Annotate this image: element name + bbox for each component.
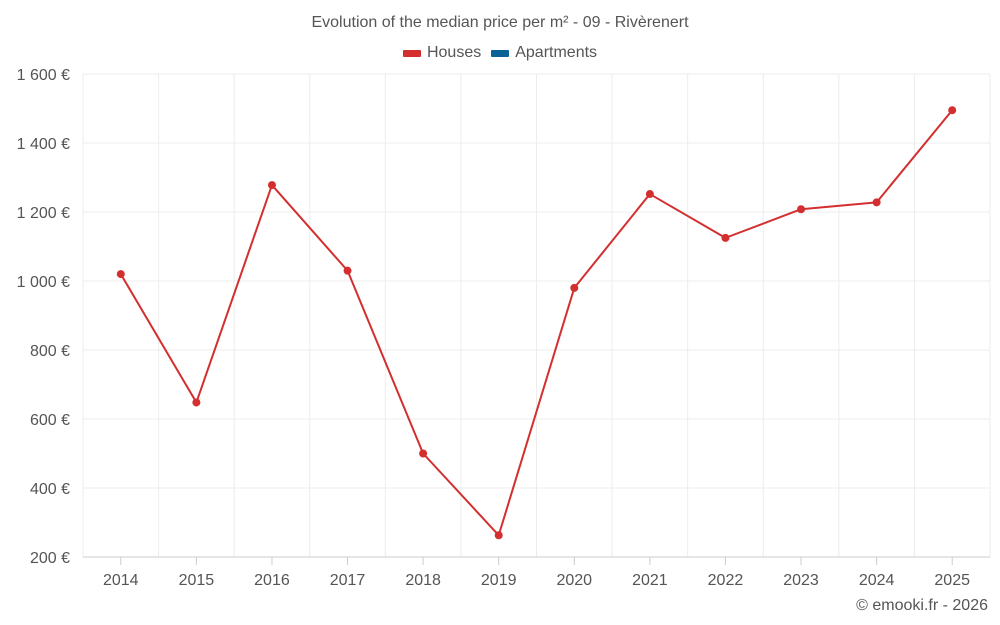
legend-item-apartments[interactable]: Apartments [491,44,597,62]
axes [83,556,990,565]
y-tick-labels: 200 € 400 € 600 € 800 € 1 000 € 1 200 € 1 400 … [17,67,70,567]
credit-text: © emooki.fr - 2026 [856,597,988,614]
y-tick-label: 800 € [30,343,70,360]
data-point-houses-2018 [419,449,428,458]
x-tick-label: 2025 [934,572,970,589]
data-point-houses-2014 [116,270,125,279]
data-point-houses-2024 [872,198,881,207]
legend-item-houses[interactable]: Houses [402,44,482,62]
legend-label-houses: Houses [426,44,482,61]
y-tick-label: 200 € [30,550,70,567]
chart-title: Evolution of the median price per m² - 0… [311,14,689,31]
data-point-houses-2019 [494,531,503,540]
x-tick-label: 2022 [708,572,744,589]
legend-label-apartments: Apartments [515,44,598,61]
x-tick-label: 2019 [481,572,517,589]
series-group [116,106,957,540]
y-tick-label: 400 € [30,481,70,498]
legend-swatch-apartments [491,49,510,57]
x-tick-labels: 2014 2015 2016 2017 2018 2019 2020 2021 2022 2023… [103,572,970,589]
x-tick-label: 2018 [405,572,441,589]
data-point-houses-2020 [570,283,579,292]
data-point-houses-2023 [797,205,806,214]
x-tick-label: 2015 [179,572,215,589]
data-point-houses-2017 [343,266,352,275]
grid-lines [82,73,991,558]
x-tick-label: 2024 [859,572,895,589]
x-tick-label: 2016 [254,572,290,589]
data-point-houses-2021 [645,190,654,199]
x-tick-label: 2014 [103,572,139,589]
x-tick-label: 2020 [556,572,592,589]
y-tick-label: 1 200 € [17,205,70,222]
y-tick-label: 1 000 € [17,274,70,291]
data-point-houses-2025 [948,106,957,115]
x-tick-label: 2023 [783,572,819,589]
data-point-houses-2015 [192,398,201,407]
series-line-houses [119,109,953,537]
y-tick-label: 600 € [30,412,70,429]
y-tick-label: 1 600 € [17,67,70,84]
data-point-houses-2016 [267,181,276,190]
x-tick-label: 2017 [330,572,366,589]
y-tick-label: 1 400 € [17,136,70,153]
legend: Houses Apartments [0,44,1000,62]
data-point-houses-2022 [721,233,730,242]
legend-swatch-houses [402,49,421,57]
x-tick-label: 2021 [632,572,668,589]
